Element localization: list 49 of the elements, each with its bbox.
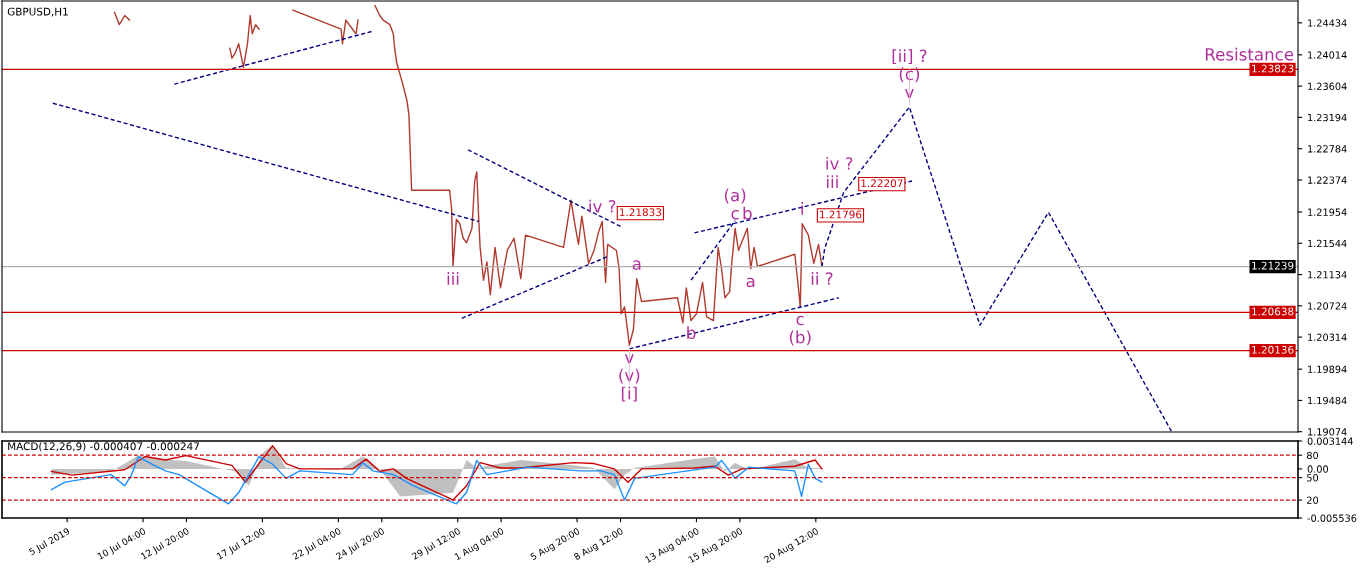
annotation: ii ? [811, 272, 833, 285]
annotation: iii [826, 175, 838, 188]
annotation: iii [447, 272, 459, 285]
annotation: (v) [619, 368, 640, 384]
y-tick-label: 1.23194 [1308, 113, 1347, 122]
y-tick-label: 1.19894 [1308, 365, 1347, 373]
ref-line-label: 1.21239 [1252, 261, 1294, 270]
y-tick-label: 1.24434 [1308, 19, 1347, 27]
y-tick-label: 1.20314 [1308, 333, 1347, 341]
annotation: (b) [789, 330, 811, 346]
annotation: c [796, 315, 804, 326]
y-tick-label: 1.21134 [1308, 271, 1347, 279]
annotation: iv ? [826, 156, 853, 170]
y-tick-label: 0.00 [1307, 465, 1329, 473]
y2-tick-label: 20 [1307, 496, 1319, 504]
y-tick-label: 1.19484 [1308, 396, 1347, 405]
y-tick-label: 1.19074 [1308, 428, 1347, 436]
annotation: 1.21796 [820, 210, 862, 219]
ref-line-label: 1.20638 [1252, 307, 1294, 316]
y-tick-label: 0.003144 [1307, 437, 1353, 445]
annotation: v [624, 354, 634, 364]
chart-title: MACD(12,26,9) -0.000407 -0.000247 [8, 442, 199, 452]
annotation: b [743, 206, 752, 220]
annotation: 1.22207 [861, 179, 903, 188]
annotation: [ii] ? [892, 49, 927, 65]
y2-tick-label: 50 [1307, 474, 1319, 482]
annotation: (a) [724, 188, 746, 204]
ref-line-label: 1.23823 [1252, 64, 1294, 73]
annotation: a [746, 277, 755, 288]
annotation: iv ? [589, 199, 616, 213]
y-tick-label: 1.21954 [1308, 208, 1347, 216]
ref-line-label: 1.20136 [1252, 345, 1294, 354]
annotation: c [731, 209, 739, 220]
annotation: Resistance [1205, 47, 1294, 61]
annotation: 1.21833 [620, 208, 662, 217]
annotation: [i] [621, 386, 637, 402]
y-tick-label: -0.005536 [1307, 514, 1357, 522]
text: GBPUSD,H1 [7, 7, 68, 17]
y-tick-label: 1.22374 [1308, 176, 1347, 184]
annotation: i [801, 202, 803, 215]
annotation: a [632, 260, 641, 270]
annotation: v [904, 88, 914, 99]
y-tick-label: 1.22784 [1308, 145, 1347, 153]
y-tick-label: 1.24014 [1308, 51, 1347, 59]
y-tick-label: 1.20724 [1308, 302, 1347, 310]
annotation: (c) [899, 67, 920, 83]
y-tick-label: 1.21544 [1308, 239, 1347, 248]
y2-tick-label: 80 [1306, 451, 1319, 460]
y-tick-label: 1.23604 [1308, 82, 1347, 90]
